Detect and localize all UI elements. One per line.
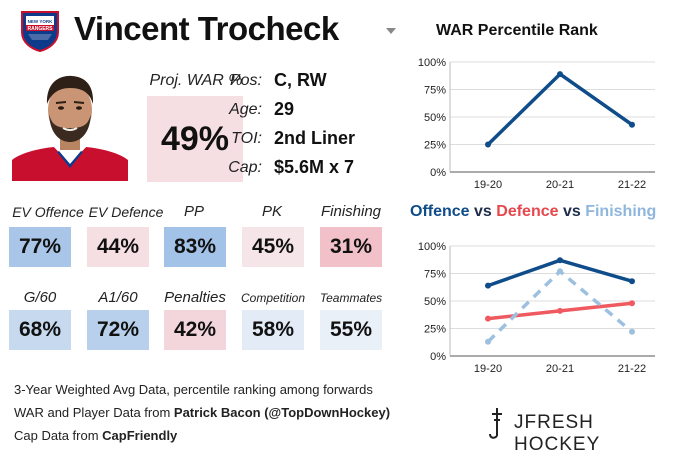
- war-ytick-label: 25%: [424, 140, 446, 152]
- ev-offence-label: EV Offence: [12, 204, 84, 220]
- player-photo: [12, 68, 128, 181]
- proj-war-value: 49%: [147, 96, 243, 182]
- war-series-line-0: [486, 72, 634, 146]
- age-label: Age:: [229, 101, 262, 118]
- war-data-point-0: [629, 121, 635, 128]
- footnote-war-author[interactable]: Patrick Bacon (@TopDownHockey): [173, 405, 391, 420]
- ovd-data-point-defence: [557, 307, 563, 314]
- svg-text:NEW YORK: NEW YORK: [28, 19, 53, 24]
- ovd-xtick-label: 21-22: [618, 363, 646, 375]
- rangers-logo: NEW YORK RANGERS: [21, 11, 59, 52]
- war-data-point-0: [557, 71, 563, 78]
- competition-label: Competition: [240, 291, 306, 305]
- footnote-cap-source: Cap Data from CapFriendly: [14, 428, 177, 443]
- chevron-down-icon[interactable]: [386, 28, 396, 34]
- war-percentile-chart: 0% 25% 50% 75% 100% 19-20 20-21 21-22: [418, 57, 655, 191]
- war-chart-title: WAR Percentile Rank: [436, 22, 598, 39]
- svg-text:RANGERS: RANGERS: [27, 26, 53, 32]
- teammates-value: 55%: [320, 310, 382, 350]
- proj-war-label: Proj. WAR %: [149, 72, 243, 89]
- teammates-label: Teammates: [319, 291, 383, 305]
- pk-label: PK: [261, 203, 282, 220]
- footnote-cap-site[interactable]: CapFriendly: [102, 428, 178, 443]
- toi-label: TOI:: [231, 130, 262, 147]
- ovd-ytick-label: 25%: [424, 324, 446, 336]
- ovd-ytick-label: 0%: [430, 351, 446, 363]
- a160-value: 72%: [87, 310, 149, 350]
- penalties-value: 42%: [164, 310, 226, 350]
- ovd-data-point-offence: [557, 257, 563, 264]
- cap-label: Cap:: [228, 159, 262, 176]
- ev-offence-value: 77%: [9, 227, 71, 267]
- title-offence: Offence: [410, 203, 470, 220]
- title-defence: Defence: [496, 203, 559, 220]
- war-ytick-label: 75%: [424, 85, 446, 97]
- war-ytick-label: 0%: [430, 167, 446, 179]
- toi-value: 2nd Liner: [274, 128, 356, 148]
- ovd-ytick-label: 50%: [424, 296, 446, 308]
- ev-defence-label: EV Defence: [88, 204, 164, 220]
- g60-label: G/60: [23, 289, 57, 306]
- ovd-data-point-defence: [629, 300, 635, 307]
- title-vs-1: vs: [469, 203, 497, 220]
- war-xtick-label: 20-21: [546, 179, 574, 191]
- offence-defence-finishing-chart: 0% 25% 50% 75% 100% 19-20 20-21 21-22: [418, 241, 655, 375]
- ovd-data-point-finishing: [557, 268, 563, 275]
- footnote-war-prefix: WAR and Player Data from: [14, 405, 174, 420]
- g60-value: 68%: [9, 310, 71, 350]
- ovd-data-point-offence: [485, 282, 491, 289]
- ev-defence-value: 44%: [87, 227, 149, 267]
- a160-label: A1/60: [98, 289, 138, 306]
- pp-label: PP: [183, 203, 204, 220]
- ovd-data-point-offence: [629, 278, 635, 285]
- penalties-label: Penalties: [164, 289, 226, 306]
- ovd-xtick-label: 19-20: [474, 363, 502, 375]
- pos-label: Pos:: [229, 72, 262, 89]
- cap-value: $5.6M x 7: [274, 157, 355, 177]
- footnote-method: 3-Year Weighted Avg Data, percentile ran…: [14, 382, 373, 397]
- ovd-data-point-finishing: [485, 338, 491, 345]
- ovd-data-point-defence: [485, 315, 491, 322]
- pp-value: 83%: [164, 227, 226, 267]
- brand-name: JFRESH HOCKEY: [514, 412, 601, 455]
- competition-value: 58%: [242, 310, 304, 350]
- footnote-cap-prefix: Cap Data from: [14, 428, 103, 443]
- war-ytick-label: 100%: [418, 57, 446, 69]
- ovd-xtick-label: 20-21: [546, 363, 574, 375]
- ovd-data-point-finishing: [629, 328, 635, 335]
- pos-value: C, RW: [274, 70, 327, 90]
- ovd-ytick-label: 100%: [418, 241, 446, 253]
- finishing-value: 31%: [320, 227, 382, 267]
- pk-value: 45%: [242, 227, 304, 267]
- finishing-label: Finishing: [320, 203, 382, 220]
- comparison-chart-title: Offence vs Defence vs Finishing: [410, 203, 656, 221]
- title-vs-2: vs: [558, 203, 586, 220]
- player-name: Vincent Trocheck: [74, 10, 339, 47]
- jfresh-logo-icon: [489, 408, 502, 439]
- war-data-point-0: [485, 141, 491, 148]
- age-value: 29: [274, 99, 295, 119]
- war-xtick-label: 19-20: [474, 179, 502, 191]
- war-ytick-label: 50%: [424, 112, 446, 124]
- footnote-war-source: WAR and Player Data from Patrick Bacon (…: [14, 405, 390, 420]
- war-xtick-label: 21-22: [618, 179, 646, 191]
- ovd-ytick-label: 75%: [424, 269, 446, 281]
- title-finishing: Finishing: [585, 203, 657, 220]
